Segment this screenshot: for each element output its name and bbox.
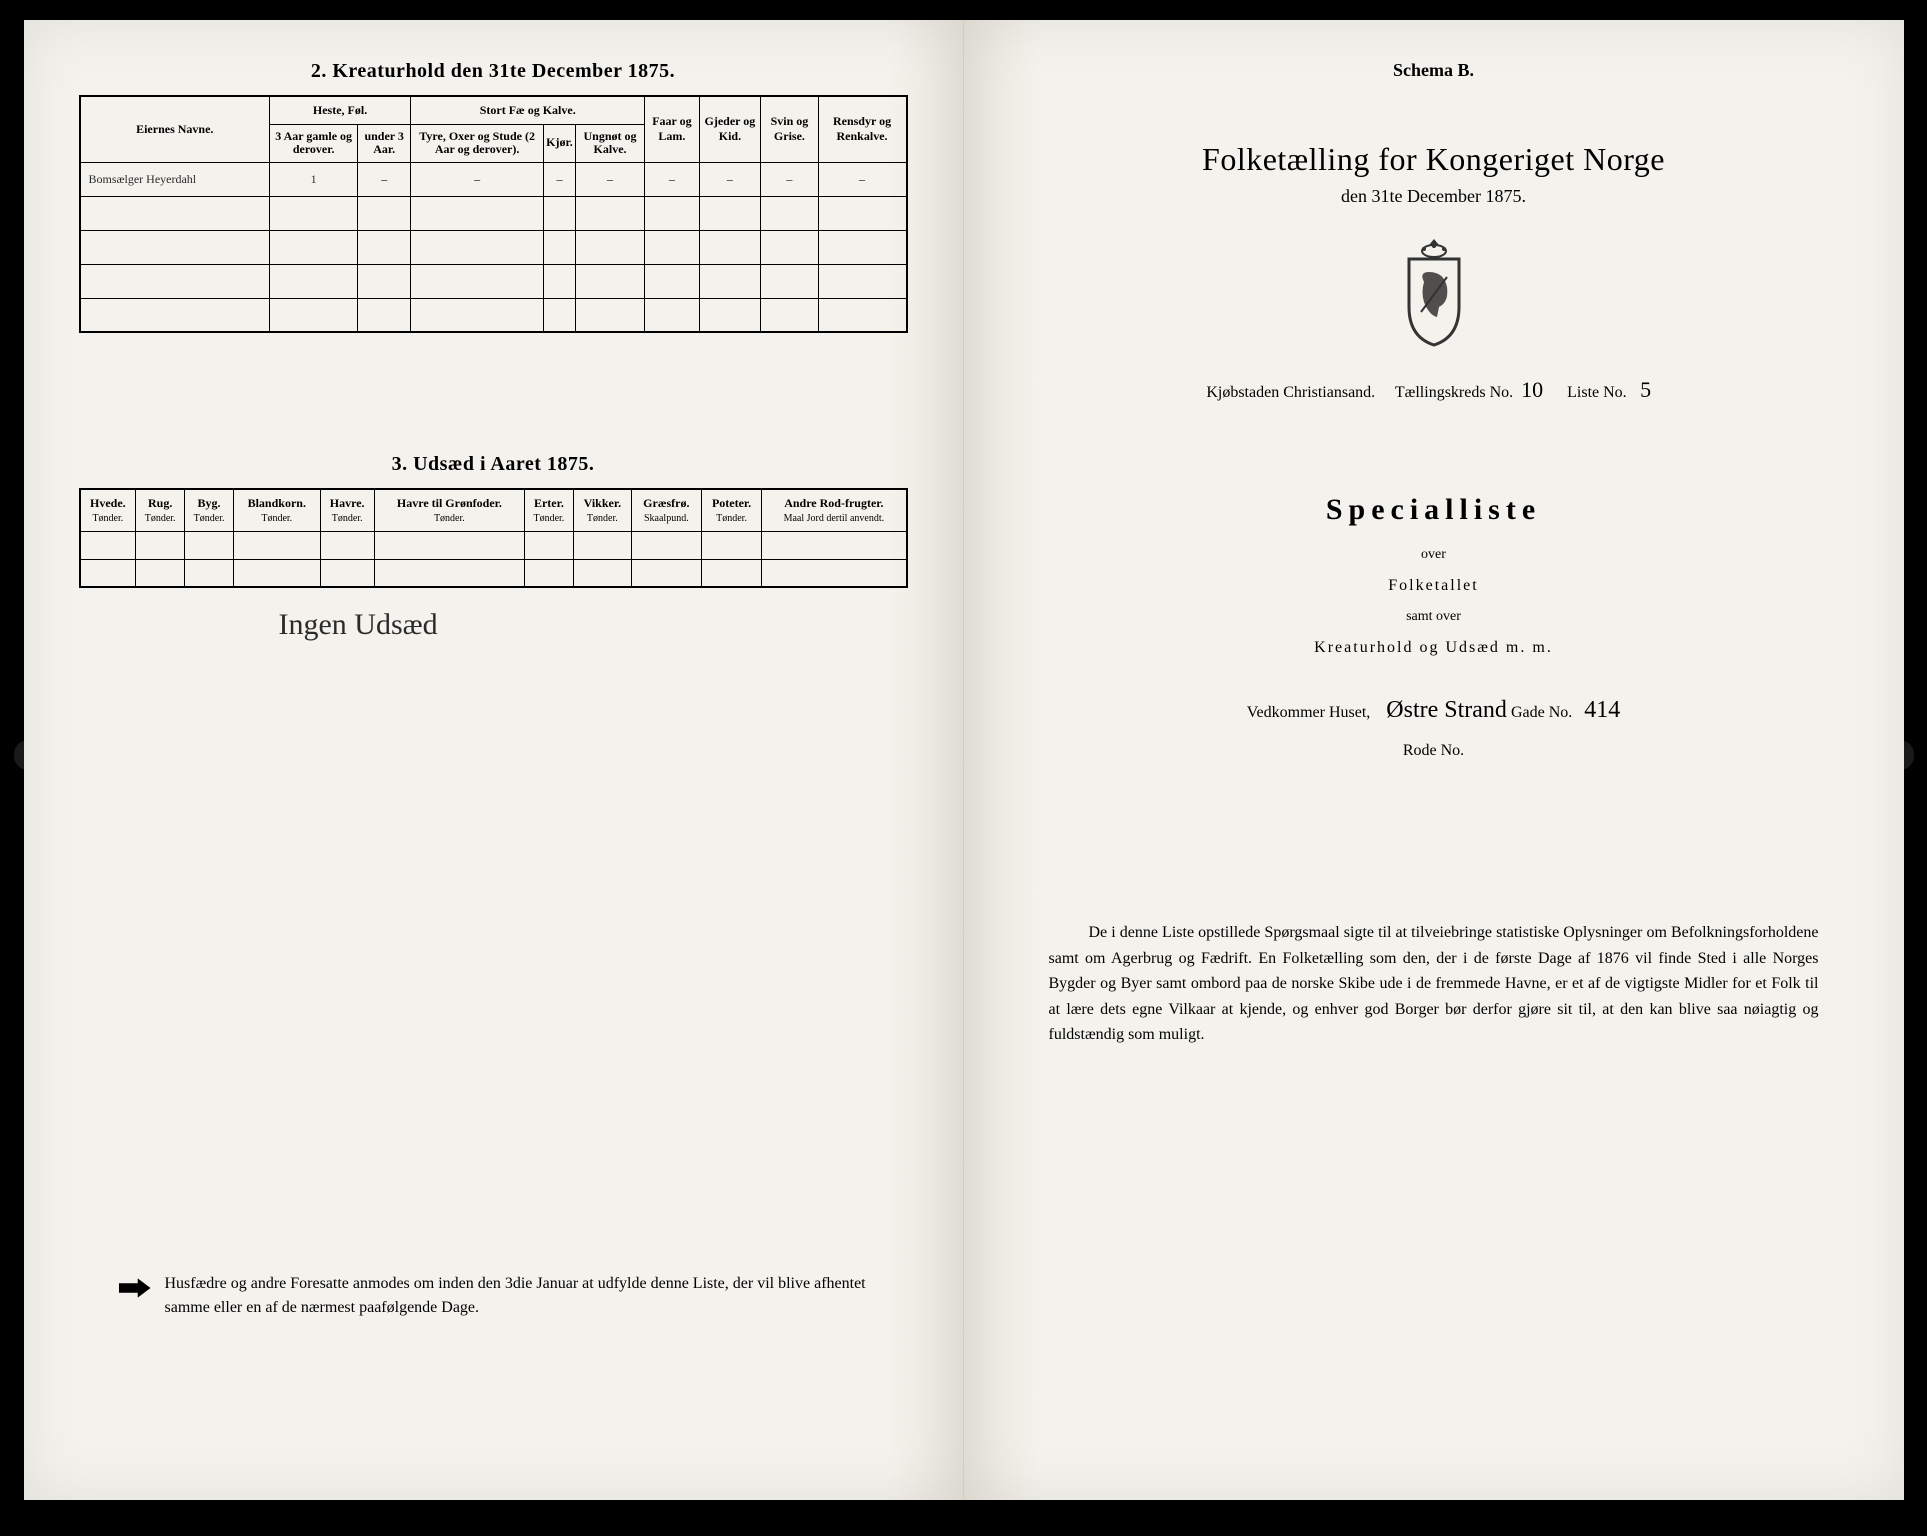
spec-kreatur: Kreaturhold og Udsæd m. m. bbox=[1019, 639, 1849, 657]
footer-right: De i denne Liste opstillede Spørgsmaal s… bbox=[1019, 920, 1849, 1048]
col-svin: Svin og Grise. bbox=[761, 96, 818, 162]
table-row bbox=[80, 531, 907, 559]
col-stort1: Tyre, Oxer og Stude (2 Aar og derover). bbox=[411, 124, 544, 162]
kreds-label: Tællingskreds No. bbox=[1395, 384, 1513, 401]
schema-label: Schema B. bbox=[1019, 60, 1849, 81]
footer-text: Husfædre og andre Foresatte anmodes om i… bbox=[165, 1272, 908, 1320]
table-row bbox=[80, 298, 907, 332]
table-row bbox=[80, 264, 907, 298]
table-row: Bomsælger Heyerdahl 1 – – – – – – – – bbox=[80, 162, 907, 196]
liste-label: Liste No. bbox=[1567, 384, 1627, 401]
col-havre-gron: Havre til Grønfoder.Tønder. bbox=[374, 489, 524, 531]
spec-folketallet: Folketallet bbox=[1019, 577, 1849, 595]
liste-value: 5 bbox=[1631, 377, 1661, 403]
col-stort2: Kjør. bbox=[544, 124, 576, 162]
cell-heste1: 1 bbox=[270, 162, 358, 196]
section3-title: 3. Udsæd i Aaret 1875. bbox=[79, 453, 908, 476]
col-erter: Erter.Tønder. bbox=[524, 489, 573, 531]
col-havre: Havre.Tønder. bbox=[320, 489, 374, 531]
table-row bbox=[80, 230, 907, 264]
cell-stort3: – bbox=[575, 162, 645, 196]
col-faar: Faar og Lam. bbox=[645, 96, 699, 162]
coat-of-arms-icon bbox=[1389, 237, 1479, 347]
title-date: den 31te December 1875. bbox=[1019, 186, 1849, 207]
col-blandkorn: Blandkorn.Tønder. bbox=[234, 489, 320, 531]
cell-owner: Bomsælger Heyerdahl bbox=[80, 162, 270, 196]
col-heste1: 3 Aar gamle og derover. bbox=[270, 124, 358, 162]
table-row bbox=[80, 559, 907, 587]
col-poteter: Poteter.Tønder. bbox=[701, 489, 761, 531]
colgroup-heste: Heste, Føl. bbox=[270, 96, 411, 124]
col-hvede: Hvede.Tønder. bbox=[80, 489, 136, 531]
col-rensdyr: Rensdyr og Renkalve. bbox=[818, 96, 906, 162]
col-graesfro: Græsfrø.Skaalpund. bbox=[631, 489, 701, 531]
page-left: 2. Kreaturhold den 31te December 1875. E… bbox=[24, 20, 964, 1500]
cell-heste2: – bbox=[358, 162, 411, 196]
col-owner: Eiernes Navne. bbox=[80, 96, 270, 162]
cell-faar: – bbox=[645, 162, 699, 196]
spec-over: over bbox=[1019, 547, 1849, 563]
spec-samt: samt over bbox=[1019, 609, 1849, 625]
col-stort3: Ungnøt og Kalve. bbox=[575, 124, 645, 162]
rode-label: Rode No. bbox=[1019, 742, 1849, 760]
table-row bbox=[80, 196, 907, 230]
handwritten-note: Ingen Udsæd bbox=[279, 608, 908, 642]
footer-left: Husfædre og andre Foresatte anmodes om i… bbox=[119, 1272, 908, 1320]
cell-rensdyr: – bbox=[818, 162, 906, 196]
section2-title: 2. Kreaturhold den 31te December 1875. bbox=[79, 60, 908, 83]
meta-line: Kjøbstaden Christiansand. Tællingskreds … bbox=[1019, 377, 1849, 403]
street-value: Østre Strand bbox=[1386, 697, 1507, 723]
kjobstad-label: Kjøbstaden Christiansand. bbox=[1206, 384, 1375, 401]
cell-svin: – bbox=[761, 162, 818, 196]
cell-stort2: – bbox=[544, 162, 576, 196]
cell-gjeder: – bbox=[699, 162, 761, 196]
col-byg: Byg.Tønder. bbox=[185, 489, 234, 531]
cell-stort1: – bbox=[411, 162, 544, 196]
gade-value: 414 bbox=[1584, 697, 1620, 723]
specialliste-title: Specialliste bbox=[1019, 493, 1849, 527]
kreds-value: 10 bbox=[1517, 377, 1547, 403]
house-label: Vedkommer Huset, bbox=[1247, 704, 1371, 721]
col-vikker: Vikker.Tønder. bbox=[573, 489, 631, 531]
table-kreaturhold: Eiernes Navne. Heste, Føl. Stort Fæ og K… bbox=[79, 95, 908, 333]
document-spread: 2. Kreaturhold den 31te December 1875. E… bbox=[24, 20, 1904, 1500]
gade-label: Gade No. bbox=[1511, 704, 1572, 721]
pointing-hand-icon bbox=[119, 1276, 151, 1300]
page-right: Schema B. Folketælling for Kongeriget No… bbox=[964, 20, 1904, 1500]
table-udsaed: Hvede.Tønder. Rug.Tønder. Byg.Tønder. Bl… bbox=[79, 488, 908, 588]
colgroup-stort: Stort Fæ og Kalve. bbox=[411, 96, 645, 124]
col-gjeder: Gjeder og Kid. bbox=[699, 96, 761, 162]
col-rug: Rug.Tønder. bbox=[136, 489, 185, 531]
house-line: Vedkommer Huset, Østre Strand Gade No. 4… bbox=[1019, 697, 1849, 724]
col-heste2: under 3 Aar. bbox=[358, 124, 411, 162]
main-title: Folketælling for Kongeriget Norge bbox=[1019, 141, 1849, 178]
col-andre: Andre Rod-frugter.Maal Jord dertil anven… bbox=[762, 489, 907, 531]
